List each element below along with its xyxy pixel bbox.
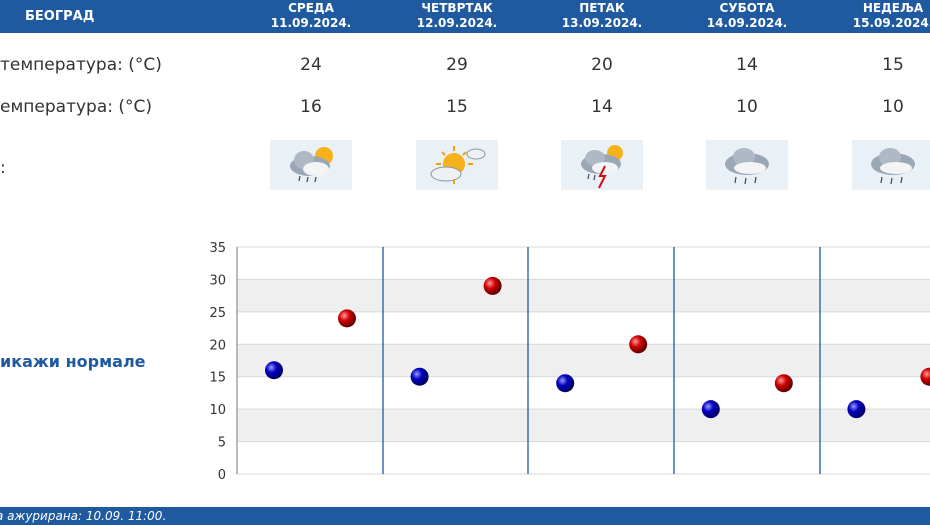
max-temp-value: 29 (446, 55, 468, 75)
min-temp-value: 10 (736, 97, 758, 117)
day-name: СУБОТА (719, 1, 775, 15)
y-tick-label: 35 (209, 241, 226, 256)
day-date: 11.09.2024. (270, 16, 352, 30)
min-temp-point (847, 400, 866, 419)
day-date: 12.09.2024. (416, 16, 498, 30)
min-temp-point (701, 400, 720, 419)
max-temp-point (629, 335, 648, 354)
min-temp-value: 10 (882, 97, 904, 117)
sun-cloud-icon (416, 140, 498, 190)
max-temp-label: температура: (°C) (0, 55, 162, 75)
min-temp-value: 15 (446, 97, 468, 117)
max-temp-value: 24 (300, 55, 322, 75)
y-tick-label: 30 (209, 273, 226, 288)
day-header: ЧЕТВРТАК 12.09.2024. (397, 1, 517, 31)
y-tick-label: 5 (218, 436, 226, 451)
y-tick-label: 10 (209, 403, 226, 418)
partly-sunny-rain-icon (270, 140, 352, 190)
min-temp-point (410, 367, 429, 386)
max-temp-point (338, 309, 356, 328)
day-header: ПЕТАК 13.09.2024. (542, 1, 662, 31)
grid-band (237, 279, 930, 312)
y-tick-label: 25 (209, 306, 226, 321)
weather-icon-label: : (0, 158, 6, 178)
updated-footer: а ажурирана: 10.09. 11:00. (0, 507, 930, 525)
rain-cloud-icon (706, 140, 788, 190)
day-name: СРЕДА (288, 1, 334, 15)
max-temp-point (920, 367, 930, 386)
min-temp-value: 16 (300, 97, 322, 117)
day-date: 14.09.2024. (706, 16, 788, 30)
show-normals-link[interactable]: икажи нормале (0, 352, 146, 371)
max-temp-point (483, 276, 502, 295)
day-date: 13.09.2024. (561, 16, 643, 30)
max-temp-value: 14 (736, 55, 758, 75)
day-name: ЧЕТВРТАК (421, 1, 493, 15)
min-temp-point (265, 361, 283, 380)
y-tick-label: 20 (209, 338, 226, 353)
day-header: СРЕДА 11.09.2024. (251, 1, 371, 31)
max-temp-value: 20 (591, 55, 613, 75)
y-tick-label: 15 (209, 371, 226, 386)
grid-band (237, 344, 930, 377)
day-name: ПЕТАК (579, 1, 625, 15)
day-name: НЕДЕЉА (862, 1, 924, 15)
forecast-header: БЕОГРАД СРЕДА 11.09.2024. ЧЕТВРТАК 12.09… (0, 0, 930, 33)
min-temp-label: емпература: (°C) (0, 97, 153, 117)
temperature-chart: 0 5 10 15 20 25 30 35 (209, 241, 930, 483)
max-temp-value: 15 (882, 55, 904, 75)
y-tick-label: 0 (218, 468, 226, 483)
city-name: БЕОГРАД (25, 9, 95, 24)
max-temp-point (774, 374, 793, 393)
updated-text: а ажурирана: 10.09. 11:00. (0, 509, 167, 523)
min-temp-point (556, 374, 575, 393)
min-temp-value: 14 (591, 97, 613, 117)
day-header: СУБОТА 14.09.2024. (687, 1, 807, 31)
thunderstorm-icon (561, 140, 643, 190)
day-date: 15.09.2024. (852, 16, 930, 30)
rain-cloud-icon (852, 140, 930, 190)
grid-band (237, 409, 930, 442)
day-header: НЕДЕЉА 15.09.2024. (833, 1, 930, 31)
